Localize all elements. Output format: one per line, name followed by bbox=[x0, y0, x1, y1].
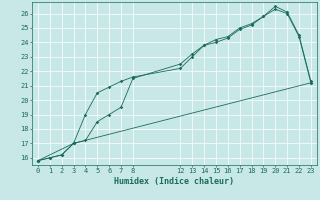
X-axis label: Humidex (Indice chaleur): Humidex (Indice chaleur) bbox=[115, 177, 234, 186]
